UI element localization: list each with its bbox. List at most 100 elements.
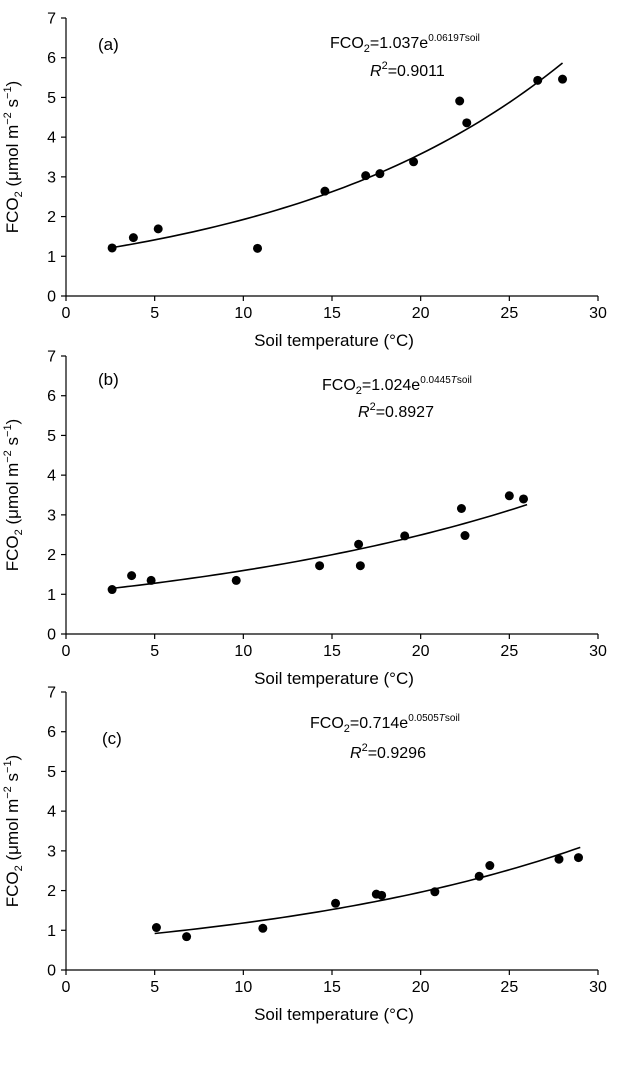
x-tick-label: 5 (150, 305, 159, 322)
data-point (558, 74, 568, 84)
data-point (355, 561, 365, 571)
x-tick-label: 25 (500, 979, 518, 996)
x-axis-title: Soil temperature (°C) (254, 669, 414, 688)
panel-label: (b) (98, 370, 119, 389)
data-point (231, 575, 241, 585)
x-tick-label: 15 (323, 643, 341, 660)
y-tick-label: 2 (47, 547, 56, 564)
data-point (253, 243, 263, 253)
y-tick-label: 1 (47, 923, 56, 940)
x-tick-label: 20 (412, 643, 430, 660)
data-point (455, 96, 465, 106)
data-point (107, 585, 117, 595)
data-point (361, 171, 371, 181)
r-squared: R2=0.9011 (370, 60, 445, 80)
data-point (151, 923, 161, 933)
y-tick-label: 5 (47, 90, 56, 107)
y-axis-title: FCO2 (μmol m−2 s−1) (2, 81, 25, 233)
y-tick-label: 3 (47, 169, 56, 186)
y-tick-label: 5 (47, 428, 56, 445)
data-point (377, 890, 387, 900)
x-axis-title: Soil temperature (°C) (254, 331, 414, 350)
data-point (460, 531, 470, 541)
x-tick-label: 0 (62, 643, 71, 660)
fit-curve (154, 846, 581, 935)
y-tick-label: 0 (47, 963, 56, 980)
x-tick-label: 0 (62, 305, 71, 322)
x-axis-title: Soil temperature (°C) (254, 1005, 414, 1024)
data-point (320, 186, 330, 196)
y-axis-title: FCO2 (μmol m−2 s−1) (2, 755, 25, 907)
y-axis-title: FCO2 (μmol m−2 s−1) (2, 419, 25, 571)
data-point (430, 887, 440, 897)
y-tick-label: 5 (47, 764, 56, 781)
fit-equation: FCO2=0.714e0.0505Tsoil (310, 713, 460, 735)
x-tick-label: 25 (500, 305, 518, 322)
x-tick-label: 0 (62, 979, 71, 996)
y-tick-label: 4 (47, 804, 56, 821)
y-tick-label: 2 (47, 209, 56, 226)
y-tick-label: 2 (47, 883, 56, 900)
y-tick-label: 7 (47, 349, 56, 366)
data-point (533, 75, 543, 85)
x-tick-label: 20 (412, 979, 430, 996)
x-tick-label: 15 (323, 305, 341, 322)
y-tick-label: 3 (47, 843, 56, 860)
data-point (127, 571, 137, 581)
chart-panel-2: 0 5 10 15 20 25 30 0 1 2 3 4 5 6 7 Soil temperature (°C… (2, 349, 607, 689)
x-tick-label: 10 (234, 305, 252, 322)
y-tick-label: 7 (47, 685, 56, 702)
y-tick-label: 0 (47, 627, 56, 644)
y-tick-label: 6 (47, 388, 56, 405)
y-tick-label: 7 (47, 11, 56, 28)
x-tick-label: 30 (589, 643, 607, 660)
data-point (375, 169, 385, 179)
data-point (573, 853, 583, 863)
data-point (462, 118, 472, 128)
y-tick-label: 6 (47, 724, 56, 741)
chart-panel-3: 0 5 10 15 20 25 30 0 1 2 3 4 5 6 7 Soil temperature (°C… (2, 685, 607, 1025)
x-tick-label: 10 (234, 643, 252, 660)
data-point (456, 504, 466, 513)
x-tick-label: 15 (323, 979, 341, 996)
x-tick-label: 30 (589, 305, 607, 322)
y-tick-label: 4 (47, 468, 56, 485)
data-point (504, 491, 514, 501)
chart-panel-1: 0 5 10 15 20 25 30 0 1 2 3 4 5 6 7 Soil temperature (°C… (2, 11, 607, 351)
r-squared: R2=0.9296 (350, 742, 426, 762)
y-tick-label: 6 (47, 50, 56, 67)
data-point (354, 539, 364, 549)
data-point (554, 854, 564, 864)
x-tick-label: 30 (589, 979, 607, 996)
data-point (474, 871, 484, 881)
data-point (128, 233, 138, 243)
y-tick-label: 4 (47, 130, 56, 147)
fit-curve (110, 62, 564, 249)
panel-label: (a) (98, 35, 119, 54)
y-tick-label: 1 (47, 249, 56, 266)
fit-equation: FCO2=1.037e0.0619Tsoil (330, 33, 480, 55)
data-point (400, 531, 410, 541)
data-point (331, 898, 341, 908)
data-point (409, 157, 419, 167)
fit-curve (110, 503, 528, 590)
x-tick-label: 20 (412, 305, 430, 322)
data-point (182, 932, 192, 942)
fit-equation: FCO2=1.024e0.0445Tsoil (322, 375, 472, 397)
y-tick-label: 3 (47, 507, 56, 524)
y-tick-label: 0 (47, 289, 56, 306)
x-tick-label: 25 (500, 643, 518, 660)
data-point (258, 923, 268, 933)
x-tick-label: 5 (150, 979, 159, 996)
data-point (519, 494, 529, 504)
panel-label: (c) (102, 729, 122, 748)
data-point (315, 561, 325, 571)
data-point (485, 861, 495, 871)
x-tick-label: 5 (150, 643, 159, 660)
data-point (153, 224, 163, 234)
y-tick-label: 1 (47, 587, 56, 604)
x-tick-label: 10 (234, 979, 252, 996)
r-squared: R2=0.8927 (358, 401, 434, 421)
data-point (146, 575, 156, 585)
